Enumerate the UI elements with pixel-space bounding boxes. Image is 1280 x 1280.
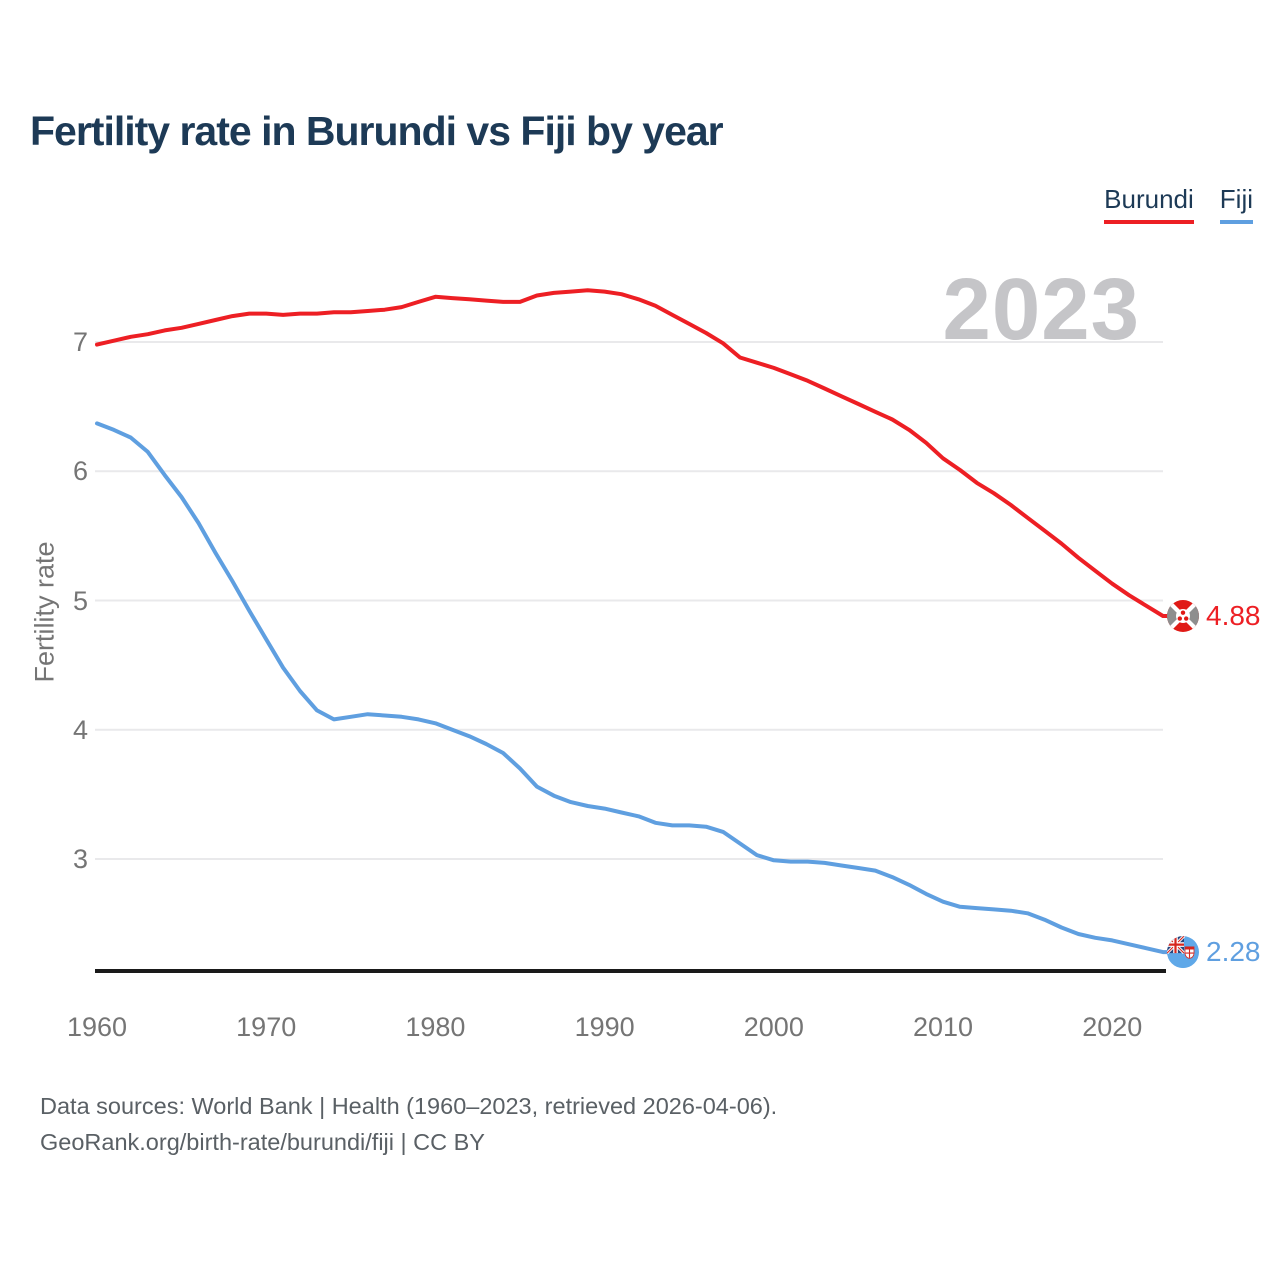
y-tick-label-4: 4 (72, 714, 88, 745)
fiji-flag-icon (1167, 936, 1199, 969)
x-tick-label-1990: 1990 (574, 1012, 635, 1042)
x-tick-label-2010: 2010 (912, 1012, 974, 1042)
x-tick-label-1960: 1960 (66, 1012, 128, 1042)
y-tick-label-7: 7 (72, 327, 88, 357)
y-tick-label-3: 3 (72, 844, 88, 874)
footer-data-sources: Data sources: World Bank | Health (1960–… (40, 1093, 778, 1119)
watermark-year: 2023 (942, 261, 1140, 358)
footer-link: GeoRank.org/birth-rate/burundi/fiji | CC… (40, 1129, 485, 1155)
x-tick-label-2020: 2020 (1082, 1012, 1143, 1042)
fiji-line (95, 421, 1174, 955)
y-tick-label-6: 6 (72, 456, 88, 487)
legend-item-fiji[interactable]: Fiji (1219, 184, 1253, 224)
page-title: Fertility rate in Burundi vs Fiji by yea… (30, 108, 724, 154)
burundi-end-value: 4.88 (1206, 600, 1261, 631)
legend-item-burundi[interactable]: Burundi (1104, 184, 1194, 224)
x-tick-label-1980: 1980 (405, 1012, 466, 1042)
x-tick-label-2000: 2000 (743, 1012, 804, 1042)
footer-attribution: Data sources: World Bank | Health (1960–… (40, 1088, 777, 1160)
x-tick-label-1970: 1970 (236, 1012, 297, 1042)
burundi-flag-icon (1167, 600, 1199, 632)
data-series-lines (95, 288, 1174, 955)
burundi-line (95, 288, 1174, 618)
fiji-end-value: 2.28 (1206, 936, 1261, 968)
chart-legend: Burundi Fiji (1104, 184, 1253, 224)
gridlines (95, 341, 1163, 860)
y-tick-label-5: 5 (72, 585, 88, 616)
